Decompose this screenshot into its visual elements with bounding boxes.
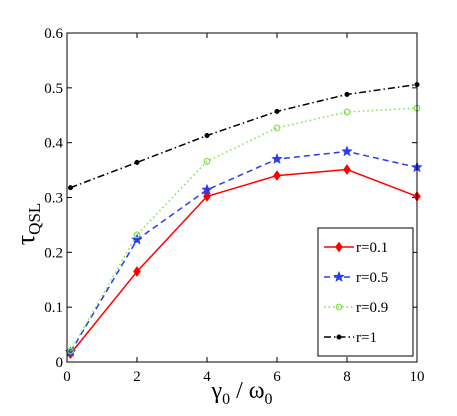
legend-label: r=0.1 [356, 240, 388, 256]
y-tick-label: 0.1 [44, 300, 63, 316]
legend-marker [335, 303, 343, 311]
data-point [204, 132, 210, 139]
x-axis-label: γ0 / ω0 [210, 378, 272, 408]
series-line-r=0.5 [69, 150, 418, 353]
data-point [201, 183, 213, 195]
series-line-r=1 [70, 83, 418, 189]
plot-frame [66, 32, 418, 363]
x-tick-label: 10 [410, 369, 425, 385]
y-tick-label: 0.2 [44, 245, 63, 261]
x-tick-label: 4 [203, 369, 211, 385]
x-tick-label: 6 [273, 369, 281, 385]
data-point [271, 152, 283, 165]
data-point [67, 185, 74, 191]
data-point [344, 91, 350, 97]
legend-marker [335, 241, 343, 253]
data-point [273, 170, 281, 181]
legend-label: r=1 [356, 330, 377, 346]
data-point [343, 164, 351, 175]
y-tick-label: 0 [56, 355, 64, 371]
x-tick-label: 0 [63, 369, 71, 385]
data-point [203, 157, 211, 165]
y-tick-label: 0.5 [44, 81, 63, 97]
legend-label: r=0.5 [356, 270, 388, 286]
data-point [343, 108, 351, 116]
legend-item-r=1: r=1 [324, 330, 377, 346]
data-point [133, 231, 141, 239]
data-point [134, 159, 140, 165]
legend-item-r=0.1: r=0.1 [324, 240, 388, 256]
legend-marker [336, 334, 342, 340]
data-point [341, 145, 353, 157]
legend-label: r=0.9 [356, 300, 388, 316]
x-tick-label: 8 [343, 369, 351, 385]
legend: r=0.1 r=0.5 r=0.9 r=1 [317, 227, 414, 357]
y-tick-label: 0.6 [44, 26, 63, 42]
series-line-r=0.1 [69, 168, 418, 355]
data-point [273, 124, 281, 132]
tick-labels: 0 2 4 6 8 10 0 0.1 0.2 0.3 0.4 0.5 0.6 [44, 26, 424, 385]
data-point [131, 233, 143, 245]
series-r=1 [67, 81, 420, 191]
legend-box [317, 227, 414, 357]
y-tick-label: 0.3 [44, 191, 63, 207]
legend-item-r=0.9: r=0.9 [324, 300, 388, 316]
legend-item-r=0.5: r=0.5 [324, 270, 388, 286]
y-axis-label: τQSL [11, 203, 44, 246]
legend-marker [333, 270, 345, 283]
x-tick-label: 2 [133, 369, 141, 385]
data-point [203, 191, 211, 202]
y-tick-label: 0.4 [44, 136, 63, 152]
data-point [274, 108, 280, 114]
data-point [133, 266, 141, 277]
data-point [67, 347, 74, 355]
series-line-r=0.9 [69, 107, 418, 352]
